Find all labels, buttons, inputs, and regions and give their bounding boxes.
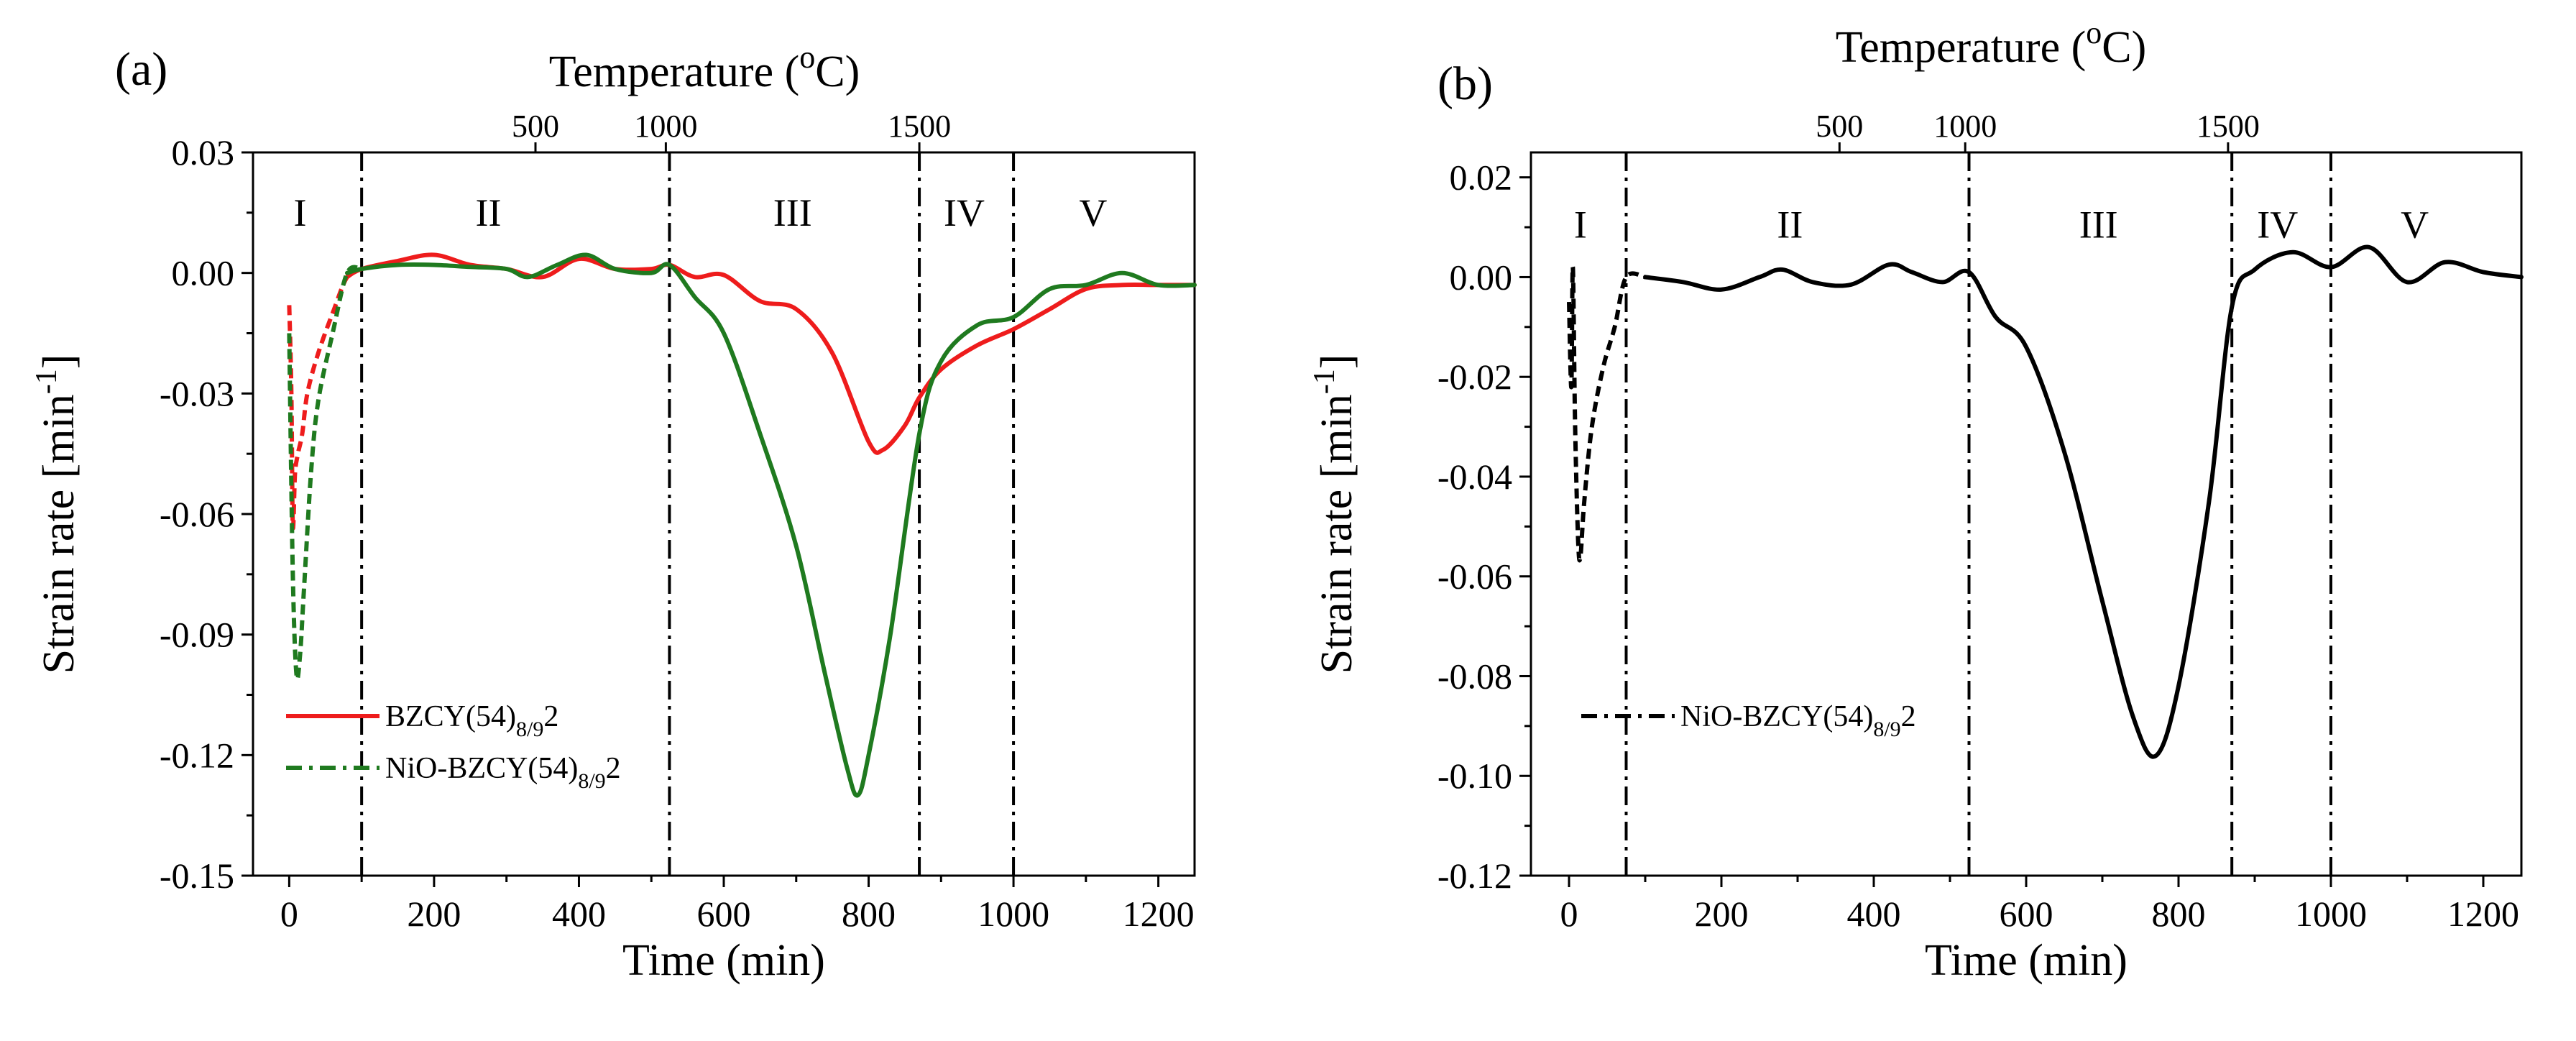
top-temperature-tick-label: 500 xyxy=(1816,109,1863,144)
x-tick-label: 1000 xyxy=(2295,894,2367,934)
legend-entry-label: NiO-BZCY(54)8/92 xyxy=(1680,700,1916,741)
top-axis-title: Temperature (oC) xyxy=(1836,15,2147,72)
series-line-initial xyxy=(287,265,362,682)
top-axis-title-sup: o xyxy=(799,40,815,75)
top-temperature-tick-label: 1000 xyxy=(1933,109,1997,144)
panel-a-chart: 0.03 0.00 -0.03 -0.06 -0.09 -0.12 -0.15 0 200 400… xyxy=(30,40,1197,985)
region-label: V xyxy=(2401,203,2429,247)
y-tick-label: 0.00 xyxy=(1450,257,1513,297)
x-tick-label: 1200 xyxy=(1123,894,1195,934)
legend-entry-label: NiO-BZCY(54)8/92 xyxy=(385,752,621,793)
x-axis-title: Time (min) xyxy=(1925,936,2128,985)
top-temperature-tick-label: 500 xyxy=(512,109,559,144)
y-tick-label: 0.02 xyxy=(1450,157,1513,198)
series-line xyxy=(1643,244,2524,759)
panel-label: (a) xyxy=(115,43,167,96)
y-axis-title-tail: ] xyxy=(34,354,83,370)
x-tick-label: 0 xyxy=(280,894,298,934)
y-axis-title-tail: ] xyxy=(1312,354,1361,370)
y-axis-title-sup: -1 xyxy=(1308,369,1341,394)
legend-label-tail: 2 xyxy=(543,700,558,733)
y-axis-title-main: Strain rate [min xyxy=(34,394,83,674)
y-tick-label: -0.09 xyxy=(160,615,234,655)
y-tick-label: -0.06 xyxy=(1438,556,1512,597)
region-label: IV xyxy=(944,191,985,234)
legend-entry-label: BZCY(54)8/92 xyxy=(385,700,558,741)
legend-label-subscript: 8/9 xyxy=(1873,717,1900,741)
legend-label-tail: 2 xyxy=(606,752,621,785)
y-tick-label: -0.03 xyxy=(160,373,234,413)
region-label: I xyxy=(1574,203,1587,247)
top-axis-title-tail: C) xyxy=(815,47,860,96)
panel-label: (b) xyxy=(1438,58,1493,110)
y-tick-label: -0.15 xyxy=(160,856,234,896)
x-tick-label: 800 xyxy=(842,894,896,934)
x-tick-label: 1000 xyxy=(978,894,1049,934)
legend-label-name: NiO-BZCY(54) xyxy=(385,752,578,785)
y-tick-label: 0.03 xyxy=(172,132,235,173)
y-axis-title-main: Strain rate [min xyxy=(1312,394,1361,674)
legend-label-name: NiO-BZCY(54) xyxy=(1680,700,1873,733)
region-label: V xyxy=(1079,191,1107,234)
region-label: II xyxy=(1777,203,1803,247)
x-axis-title: Time (min) xyxy=(622,936,825,985)
top-axis-title-main: Temperature ( xyxy=(1836,23,2087,72)
x-tick-label: 200 xyxy=(407,894,461,934)
x-tick-label: 1200 xyxy=(2447,894,2519,934)
top-temperature-tick-label: 1000 xyxy=(634,109,697,144)
panel-b-chart: 0.02 0.00 -0.02 -0.04 -0.06 -0.08 -0.10 -0.12 0 2… xyxy=(1308,15,2524,985)
x-tick-label: 0 xyxy=(1560,894,1578,934)
y-tick-label: -0.12 xyxy=(160,735,234,775)
y-axis-title: Strain rate [min-1] xyxy=(1308,354,1361,674)
plot-frame xyxy=(1530,151,2523,877)
legend-label-subscript: 8/9 xyxy=(516,717,543,741)
top-axis-title-main: Temperature ( xyxy=(549,47,800,96)
x-tick-label: 200 xyxy=(1695,894,1749,934)
y-tick-label: -0.12 xyxy=(1438,856,1512,896)
top-temperature-tick-label: 1500 xyxy=(888,109,951,144)
region-label: I xyxy=(294,191,307,234)
series-line-initial xyxy=(1567,265,1646,563)
y-tick-label: -0.08 xyxy=(1438,656,1512,696)
legend-label-subscript: 8/9 xyxy=(578,769,605,793)
top-temperature-tick-label: 1500 xyxy=(2196,109,2260,144)
y-tick-label: -0.02 xyxy=(1438,357,1512,397)
y-axis-title: Strain rate [min-1] xyxy=(30,354,83,674)
top-axis-title-tail: C) xyxy=(2102,23,2146,72)
region-label: III xyxy=(2079,203,2118,247)
legend-label-tail: 2 xyxy=(1901,700,1916,733)
y-tick-label: -0.04 xyxy=(1438,457,1512,497)
x-tick-label: 400 xyxy=(1847,894,1901,934)
x-tick-label: 600 xyxy=(2000,894,2053,934)
x-tick-label: 600 xyxy=(697,894,751,934)
y-axis-title-sup: -1 xyxy=(30,369,63,394)
top-axis-title: Temperature (oC) xyxy=(549,40,860,96)
top-axis-title-sup: o xyxy=(2086,15,2102,50)
region-label: III xyxy=(773,191,812,234)
y-tick-label: 0.00 xyxy=(172,253,235,293)
series-line-initial xyxy=(287,267,363,531)
y-tick-label: -0.10 xyxy=(1438,756,1512,796)
region-label: II xyxy=(476,191,502,234)
series-line xyxy=(345,252,1197,798)
legend-label-name: BZCY(54) xyxy=(385,700,516,733)
x-tick-label: 800 xyxy=(2152,894,2206,934)
x-tick-label: 400 xyxy=(552,894,606,934)
y-tick-label: -0.06 xyxy=(160,494,234,534)
region-label: IV xyxy=(2257,203,2298,247)
